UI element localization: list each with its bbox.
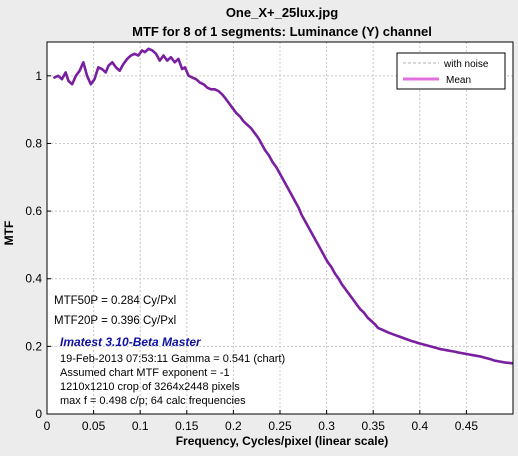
y-axis-label: MTF	[2, 221, 16, 246]
legend: with noise Mean	[396, 52, 506, 90]
x-tick-label: 0.15	[175, 419, 199, 433]
y-tick-label: 0.8	[25, 136, 42, 150]
y-tick-labels: 0 0.2 0.4 0.6 0.8 1	[25, 69, 42, 421]
x-tick-label: 0	[44, 419, 51, 433]
chart-subtitle: MTF for 8 of 1 segments: Luminance (Y) c…	[132, 24, 432, 39]
crop-text: 1210x1210 crop of 3264x2448 pixels	[60, 381, 240, 393]
series-line-mean	[53, 47, 514, 365]
x-tick-label: 0.4	[411, 419, 428, 433]
x-tick-label: 0.1	[132, 419, 149, 433]
date-gamma-text: 19-Feb-2013 07:53:11 Gamma = 0.541 (char…	[60, 353, 285, 365]
series-lines	[53, 47, 514, 365]
annotations: MTF50P = 0.284 Cy/Pxl MTF20P = 0.396 Cy/…	[54, 295, 285, 407]
y-tick-label: 0.2	[25, 339, 42, 353]
mtf20p-text: MTF20P = 0.396 Cy/Pxl	[54, 315, 176, 327]
plot-frame	[46, 41, 514, 415]
y-tick-label: 0.4	[25, 272, 42, 286]
x-tick-label: 0.05	[82, 419, 106, 433]
legend-label-mean: Mean	[446, 75, 471, 86]
y-tick-label: 0.6	[25, 204, 42, 218]
x-tick-labels: 0 0.05 0.1 0.15 0.2 0.25 0.3 0.35 0.4 0.45	[44, 419, 479, 433]
version-text: Imatest 3.10-Beta Master	[60, 335, 202, 349]
legend-label-with-noise: with noise	[443, 59, 489, 70]
x-tick-label: 0.45	[455, 419, 479, 433]
y-tick-label: 1	[35, 69, 42, 83]
x-tick-label: 0.2	[225, 419, 242, 433]
legend-box	[396, 52, 506, 90]
chart-title: One_X+_25lux.jpg	[226, 5, 338, 20]
exponent-text: Assumed chart MTF exponent = -1	[60, 367, 230, 379]
x-tick-label: 0.3	[318, 419, 335, 433]
mtf50p-text: MTF50P = 0.284 Cy/Pxl	[54, 295, 176, 307]
x-axis-label: Frequency, Cycles/pixel (linear scale)	[176, 434, 389, 448]
x-tick-label: 0.35	[362, 419, 386, 433]
x-tick-label: 0.25	[268, 419, 292, 433]
maxf-text: max f = 0.498 c/p; 64 calc frequencies	[60, 395, 246, 407]
y-tick-label: 0	[35, 407, 42, 421]
